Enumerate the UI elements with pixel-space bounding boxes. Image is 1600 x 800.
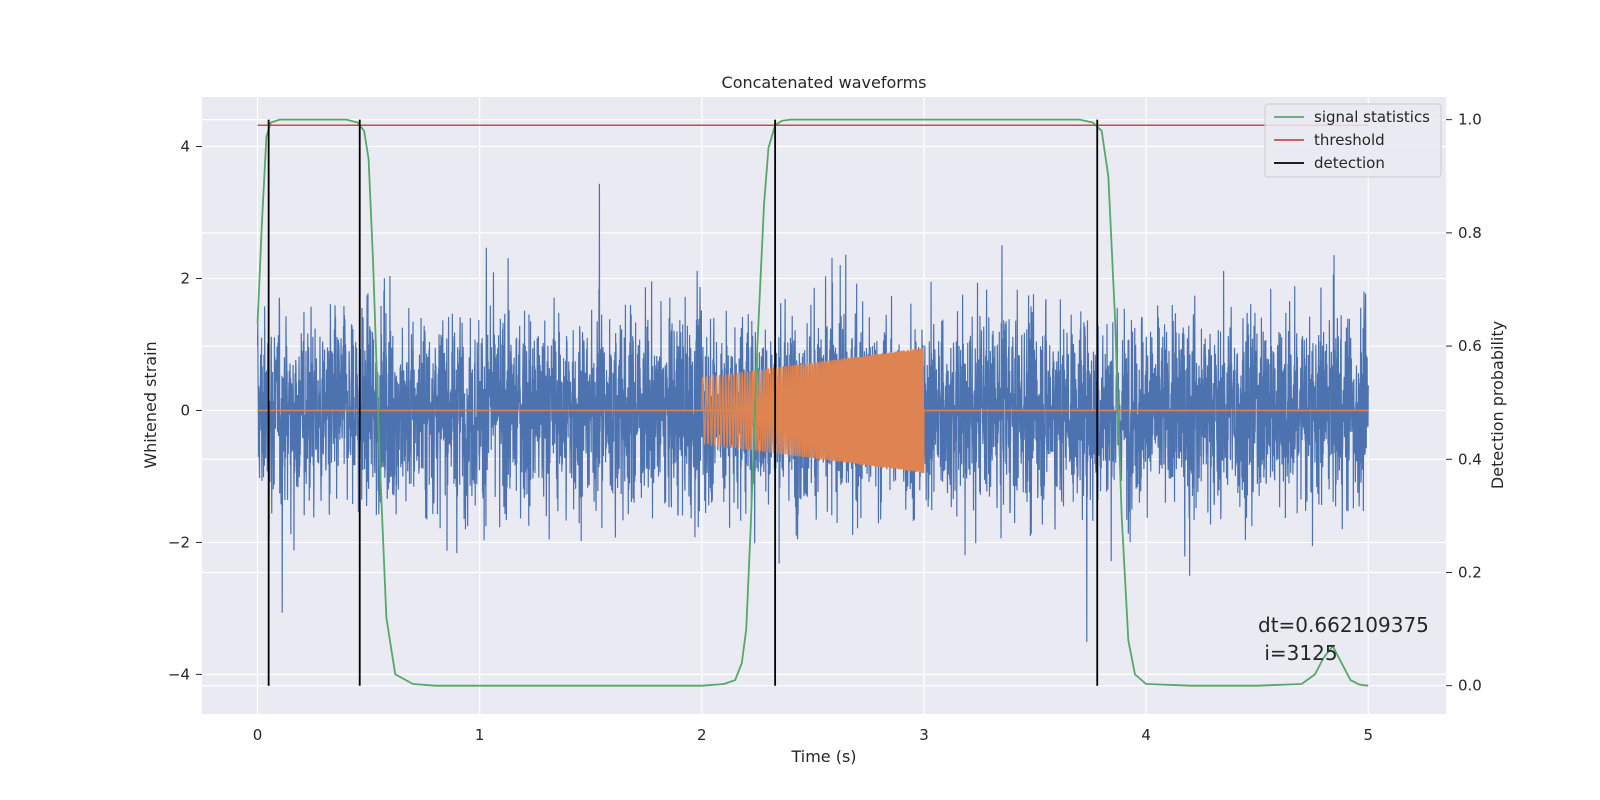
y2-axis-ticks: 0.0 0.2 0.4 0.6 0.8 1.0 [1446,111,1482,695]
y-axis-ticks: −4 −2 0 2 4 [168,137,202,683]
x-tick-label: 2 [697,726,707,744]
y2-tick-label: 0.8 [1458,224,1482,242]
y2-tick-label: 0.0 [1458,677,1482,695]
legend-label-signal-statistics: signal statistics [1314,108,1430,126]
y2-tick-label: 0.6 [1458,337,1482,355]
injected-chirp [701,347,925,474]
x-tick-label: 0 [253,726,263,744]
annotation-index: i=3125 [1258,641,1338,665]
legend: signal statistics threshold detection [1264,103,1442,178]
detection-series [267,119,1099,686]
x-tick-label: 1 [475,726,485,744]
legend-label-threshold: threshold [1314,131,1385,149]
y-tick-label: −2 [168,533,190,551]
x-tick-label: 4 [1141,726,1151,744]
y2-tick-label: 0.2 [1458,563,1482,581]
x-axis-label: Time (s) [790,747,856,766]
y-tick-label: 0 [180,401,190,419]
y2-axis-label: Detection probability [1488,321,1507,489]
legend-box [1264,103,1442,178]
signal-statistics-series [256,118,1369,687]
x-axis-ticks: 0 1 2 3 4 5 [253,726,1373,744]
y2-tick-label: 0.4 [1458,450,1482,468]
x-tick-label: 5 [1363,726,1373,744]
y2-tick-label: 1.0 [1458,111,1482,129]
signal-statistics-line [256,118,1369,687]
chart-title: Concatenated waveforms [722,73,927,92]
x-tick-label: 3 [919,726,929,744]
y-tick-label: 2 [180,269,190,287]
injected-waveform-series [257,347,1369,474]
y-tick-label: −4 [168,665,190,683]
legend-label-detection: detection [1314,154,1385,172]
y-tick-label: 4 [180,137,190,155]
y-axis-label: Whitened strain [141,341,160,468]
annotation-dt: dt=0.662109375 [1258,613,1429,637]
